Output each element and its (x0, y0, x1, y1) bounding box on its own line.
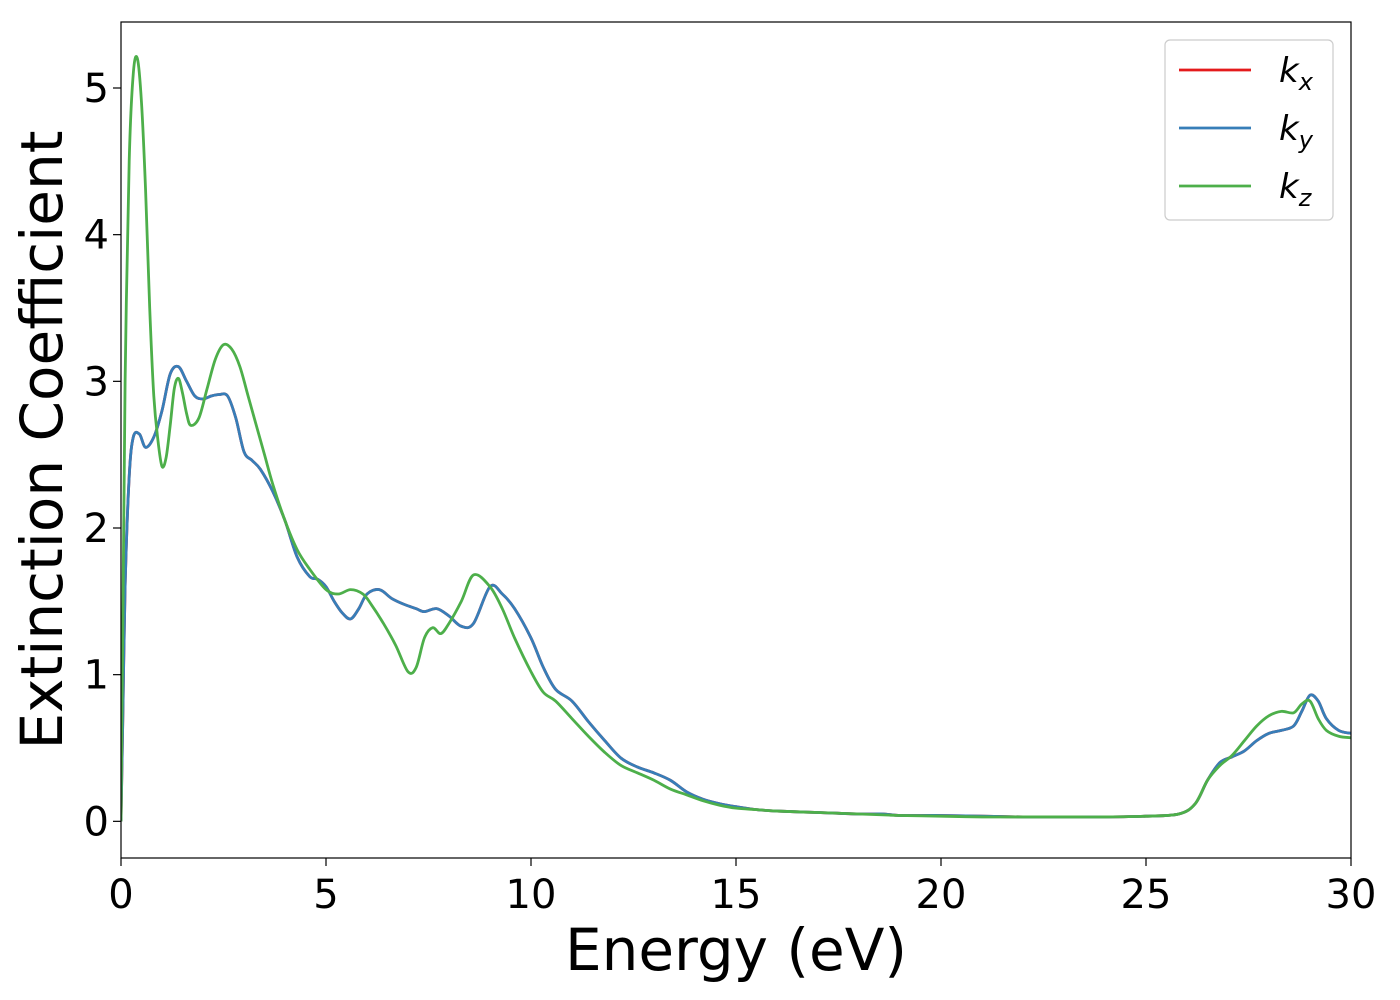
x-tick-label: 15 (711, 872, 762, 918)
x-tick-label: 10 (506, 872, 557, 918)
legend-box (1164, 39, 1334, 221)
y-tick-label: 3 (84, 359, 109, 405)
legend-label-x: kx (1279, 51, 1314, 96)
y-tick-label: 1 (84, 653, 109, 699)
x-tick-label: 5 (313, 872, 338, 918)
x-tick-label: 0 (108, 872, 133, 918)
x-tick-label: 25 (1121, 872, 1172, 918)
x-axis: 0 5 10 15 20 25 30 (108, 858, 1376, 918)
y-tick-label: 0 (84, 799, 109, 845)
x-tick-label: 30 (1326, 872, 1377, 918)
x-axis-title: Energy (eV) (565, 916, 907, 984)
series-line-z (121, 55, 1351, 822)
y-tick-label: 5 (84, 66, 109, 112)
y-tick-label: 4 (84, 213, 109, 259)
legend: kx ky kz (1164, 39, 1334, 221)
x-tick-label: 20 (916, 872, 967, 918)
y-tick-label: 2 (84, 506, 109, 552)
plot-lines (121, 55, 1351, 822)
legend-label-z: kz (1279, 167, 1313, 212)
y-axis-title: Extinction Coefficient (8, 131, 76, 750)
y-axis: 0 1 2 3 4 5 (84, 66, 121, 845)
legend-label-y: ky (1279, 109, 1314, 154)
